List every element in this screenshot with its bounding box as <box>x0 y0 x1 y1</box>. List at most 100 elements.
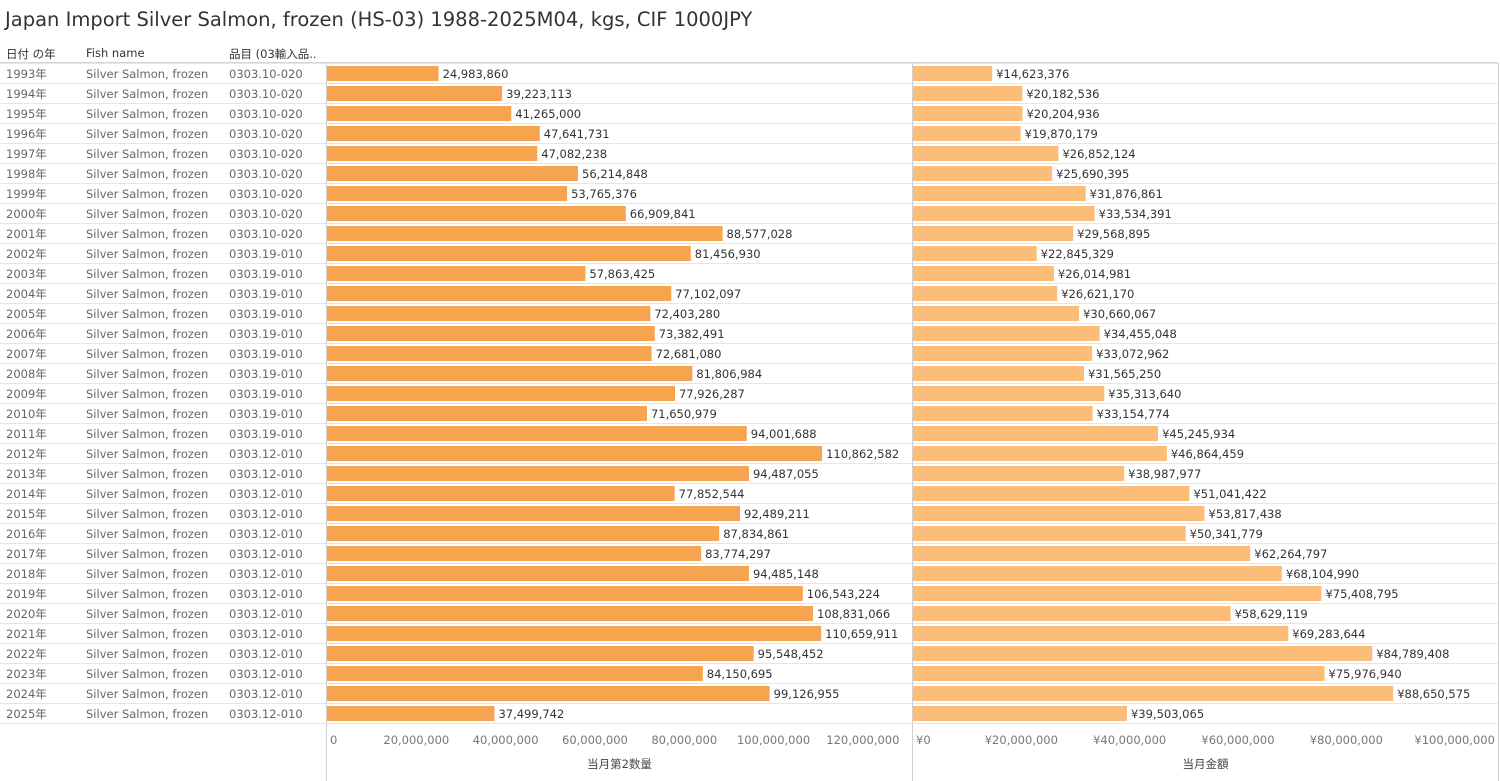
qty-bar[interactable] <box>327 286 672 301</box>
qty-bar[interactable] <box>327 426 747 441</box>
qty-bar[interactable] <box>327 326 655 341</box>
qty-data-label: 110,659,911 <box>825 627 898 641</box>
qty-bar[interactable] <box>327 446 823 461</box>
header-item-code[interactable]: 品目 (03輸入品.. <box>229 47 317 61</box>
qty-bar[interactable] <box>327 526 720 541</box>
qty-bar[interactable] <box>327 106 512 121</box>
amt-bar[interactable] <box>913 406 1093 421</box>
amt-bar[interactable] <box>913 506 1205 521</box>
amt-bar[interactable] <box>913 626 1289 641</box>
qty-bar[interactable] <box>327 566 749 581</box>
qty-data-label: 47,641,731 <box>544 127 610 141</box>
amt-bar[interactable] <box>913 546 1251 561</box>
amt-bar[interactable] <box>913 386 1105 401</box>
amt-bar[interactable] <box>913 606 1231 621</box>
qty-bar[interactable] <box>327 366 693 381</box>
amt-bar[interactable] <box>913 366 1084 381</box>
qty-bar[interactable] <box>327 266 586 281</box>
header-fish-name[interactable]: Fish name <box>86 46 145 60</box>
amt-bar[interactable] <box>913 686 1394 701</box>
amt-bar[interactable] <box>913 666 1325 681</box>
qty-bar[interactable] <box>327 346 652 361</box>
amt-bar[interactable] <box>913 166 1053 181</box>
fish-name-cell: Silver Salmon, frozen <box>86 707 208 721</box>
qty-bar[interactable] <box>327 126 540 141</box>
amt-bar[interactable] <box>913 146 1059 161</box>
amt-bar[interactable] <box>913 126 1021 141</box>
amt-bar[interactable] <box>913 106 1023 121</box>
qty-bar[interactable] <box>327 146 538 161</box>
amt-bar[interactable] <box>913 566 1282 581</box>
amt-bar[interactable] <box>913 246 1037 261</box>
amt-data-label: ¥50,341,779 <box>1190 527 1263 541</box>
amt-data-label: ¥26,014,981 <box>1058 267 1131 281</box>
qty-data-label: 88,577,028 <box>727 227 793 241</box>
qty-data-label: 110,862,582 <box>826 447 899 461</box>
amt-bar[interactable] <box>913 646 1373 661</box>
qty-data-label: 72,681,080 <box>656 347 722 361</box>
amt-data-label: ¥26,852,124 <box>1062 147 1135 161</box>
qty-bar[interactable] <box>327 506 741 521</box>
amt-axis-tick-label: ¥80,000,000 <box>1310 733 1383 747</box>
qty-bar[interactable] <box>327 626 822 641</box>
year-cell: 2016年 <box>6 527 47 541</box>
item-code-cell: 0303.19-010 <box>229 347 303 361</box>
amt-bar[interactable] <box>913 466 1125 481</box>
qty-bar[interactable] <box>327 246 691 261</box>
amt-axis-tick-label: ¥20,000,000 <box>985 733 1058 747</box>
amt-data-label: ¥84,789,408 <box>1376 647 1449 661</box>
year-cell: 1998年 <box>6 167 47 181</box>
qty-bar[interactable] <box>327 306 651 321</box>
amt-bar[interactable] <box>913 66 993 81</box>
amt-bar[interactable] <box>913 706 1127 721</box>
amt-bar[interactable] <box>913 526 1186 541</box>
amt-bar[interactable] <box>913 186 1086 201</box>
qty-bar[interactable] <box>327 206 626 221</box>
header-year[interactable]: 日付 の年 <box>6 47 56 61</box>
qty-bar[interactable] <box>327 686 770 701</box>
amt-bar[interactable] <box>913 486 1190 501</box>
fish-name-cell: Silver Salmon, frozen <box>86 527 208 541</box>
qty-bar[interactable] <box>327 606 814 621</box>
qty-bar[interactable] <box>327 86 503 101</box>
qty-bar[interactable] <box>327 66 439 81</box>
amt-bar[interactable] <box>913 86 1023 101</box>
qty-bar[interactable] <box>327 706 495 721</box>
amt-bar[interactable] <box>913 226 1074 241</box>
year-cell: 2018年 <box>6 567 47 581</box>
amt-bar[interactable] <box>913 266 1054 281</box>
item-code-cell: 0303.12-010 <box>229 707 303 721</box>
amt-data-label: ¥75,408,795 <box>1325 587 1398 601</box>
amt-bar[interactable] <box>913 206 1095 221</box>
amt-data-label: ¥20,204,936 <box>1026 107 1099 121</box>
amt-bar[interactable] <box>913 446 1167 461</box>
qty-bar[interactable] <box>327 466 749 481</box>
chart-title: Japan Import Silver Salmon, frozen (HS-0… <box>5 8 753 31</box>
amt-bar[interactable] <box>913 286 1058 301</box>
qty-bar[interactable] <box>327 226 723 241</box>
qty-bar[interactable] <box>327 186 568 201</box>
amt-bar[interactable] <box>913 326 1100 341</box>
qty-bar[interactable] <box>327 486 675 501</box>
qty-data-label: 53,765,376 <box>571 187 637 201</box>
fish-name-cell: Silver Salmon, frozen <box>86 507 208 521</box>
qty-bar[interactable] <box>327 646 754 661</box>
qty-bar[interactable] <box>327 166 579 181</box>
qty-bar[interactable] <box>327 546 702 561</box>
amt-data-label: ¥68,104,990 <box>1286 567 1359 581</box>
amt-bar[interactable] <box>913 346 1093 361</box>
amt-bar[interactable] <box>913 586 1322 601</box>
year-cell: 2010年 <box>6 407 47 421</box>
qty-bar[interactable] <box>327 386 675 401</box>
year-cell: 1997年 <box>6 147 47 161</box>
amt-data-label: ¥88,650,575 <box>1397 687 1470 701</box>
amt-bar[interactable] <box>913 426 1159 441</box>
qty-bar[interactable] <box>327 586 803 601</box>
qty-bar[interactable] <box>327 406 647 421</box>
item-code-cell: 0303.12-010 <box>229 447 303 461</box>
qty-data-label: 24,983,860 <box>443 67 509 81</box>
amt-bar[interactable] <box>913 306 1080 321</box>
item-code-cell: 0303.10-020 <box>229 67 303 81</box>
amt-data-label: ¥46,864,459 <box>1171 447 1244 461</box>
qty-bar[interactable] <box>327 666 703 681</box>
